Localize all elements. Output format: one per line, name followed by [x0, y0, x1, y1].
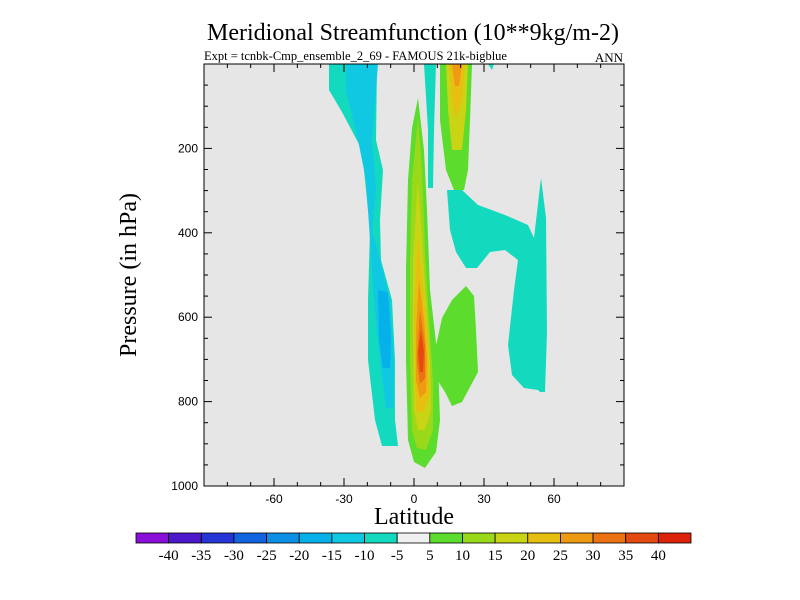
- colorbar-label: 20: [520, 548, 535, 564]
- contour-neg-north-core: [378, 290, 391, 368]
- y-axis-label: Pressure (in hPa): [116, 193, 142, 357]
- colorbar-swatch: [364, 532, 398, 544]
- x-tick-label: 30: [477, 492, 491, 506]
- y-tick-label: 800: [178, 395, 198, 409]
- x-tick-label: 60: [547, 492, 561, 506]
- colorbar-swatch: [494, 532, 529, 544]
- colorbar-swatch: [462, 532, 496, 544]
- colorbar-swatch: [135, 532, 170, 544]
- y-tick-label: 1000: [171, 479, 198, 493]
- colorbar-label: -5: [391, 548, 404, 564]
- colorbar: -40 -35 -30 -25 -20 -15 -10 -5 5 10 15 20 25 30 35 40: [135, 532, 692, 564]
- colorbar-label: -30: [224, 548, 244, 564]
- colorbar-label: 40: [651, 548, 666, 564]
- colorbar-label: -20: [289, 548, 309, 564]
- colorbar-label: 30: [586, 548, 601, 564]
- colorbar-swatch: [657, 532, 692, 544]
- colorbar-label: -10: [355, 548, 375, 564]
- colorbar-label: 35: [618, 548, 633, 564]
- x-tick-label: 0: [411, 492, 418, 506]
- colorbar-label: 5: [426, 548, 434, 564]
- colorbar-label: -15: [322, 548, 342, 564]
- colorbar-label: -25: [257, 548, 277, 564]
- contour-pos-main-core: [418, 330, 424, 372]
- colorbar-swatch: [298, 532, 333, 544]
- contour-pos-upper-core: [452, 64, 462, 86]
- y-tick-label: 200: [178, 141, 198, 155]
- contour-neg-upper-strip: [424, 64, 436, 188]
- colorbar-label: -35: [191, 548, 211, 564]
- colorbar-swatch: [331, 532, 365, 544]
- x-ticks: -60 -30 0 30 60: [203, 64, 625, 506]
- plot-area: -60 -30 0 30 60 200 400 600 800 1000: [171, 63, 625, 506]
- contour-fills-positive: [406, 64, 478, 468]
- colorbar-swatch: [592, 532, 627, 544]
- contour-neg-top-dot: [488, 64, 494, 70]
- y-tick-label: 600: [178, 310, 198, 324]
- contour-pos-upper-orange: [449, 64, 465, 118]
- contour-fills: [329, 64, 547, 446]
- x-tick-label: -30: [335, 492, 353, 506]
- x-tick-label: -60: [265, 492, 283, 506]
- colorbar-label: 15: [488, 548, 503, 564]
- y-tick-label: 400: [178, 226, 198, 240]
- chart-subtitle-left: Expt = tcnbk-Cmp_ensemble_2_69 - FAMOUS …: [204, 49, 507, 63]
- colorbar-swatch: [168, 532, 202, 544]
- x-axis-label: Latitude: [374, 504, 454, 530]
- colorbar-label: 10: [455, 548, 470, 564]
- chart-title: Meridional Streamfunction (10**9kg/m-2): [207, 20, 619, 46]
- colorbar-swatch: [396, 532, 431, 544]
- colorbar-swatch: [233, 532, 267, 544]
- colorbar-swatch: [266, 532, 300, 544]
- colorbar-swatch: [560, 532, 594, 544]
- colorbar-swatch: [527, 532, 561, 544]
- colorbar-label: 25: [553, 548, 568, 564]
- colorbar-label: -40: [159, 548, 179, 564]
- contour-neg-right-column: [447, 178, 547, 392]
- colorbar-swatch: [429, 532, 463, 544]
- contour-pos-lower-lobe: [433, 286, 478, 406]
- y-ticks: 200 400 600 800 1000: [171, 63, 624, 493]
- chart-subtitle-right: ANN: [595, 50, 624, 65]
- colorbar-swatch: [625, 532, 659, 544]
- colorbar-swatch: [200, 532, 235, 544]
